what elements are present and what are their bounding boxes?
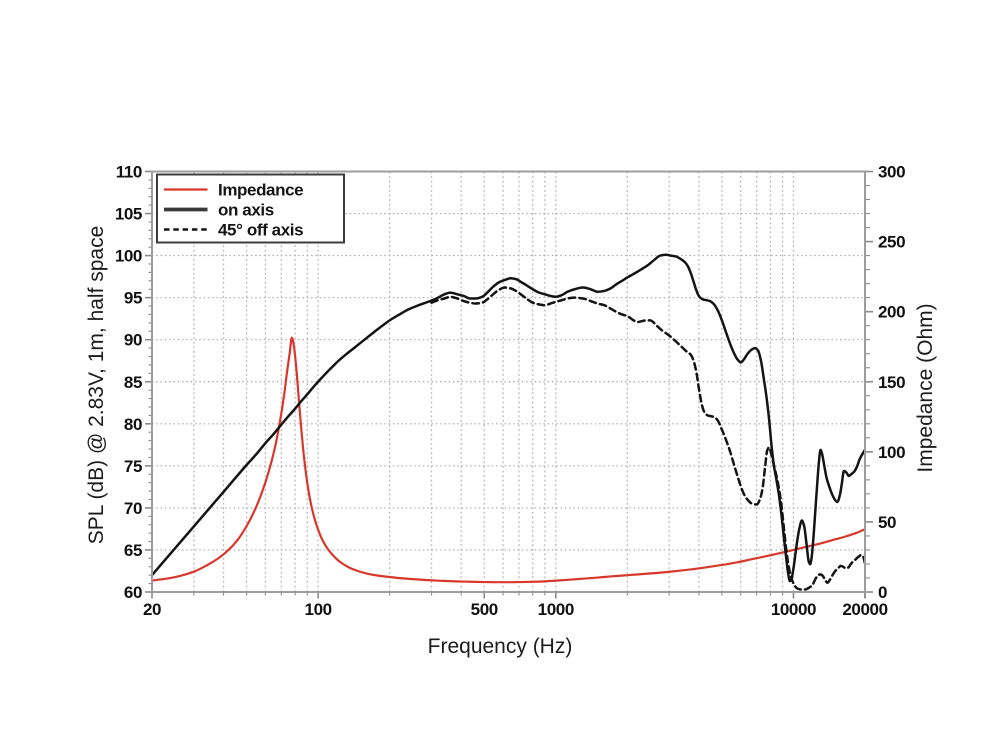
x-axis-tick-label: 20: [143, 600, 161, 619]
curve-impedance: [151, 336, 866, 584]
curve-off_axis: [430, 286, 866, 591]
right-axis-tick-label: 0: [878, 583, 887, 602]
x-axis-tick-label: 10000: [771, 600, 816, 619]
legend-label-impedance: Impedance: [218, 181, 303, 200]
x-axis-tick-label: 500: [471, 600, 498, 619]
left-axis-tick-label: 80: [124, 415, 142, 434]
left-axis-tick-label: 95: [124, 289, 142, 308]
left-axis-tick-label: 100: [115, 247, 142, 266]
left-axis-tick-label: 85: [124, 373, 142, 392]
right-axis-tick-label: 150: [878, 373, 905, 392]
left-axis-tick-label: 75: [124, 457, 142, 476]
axes: [145, 170, 873, 599]
right-axis-tick-label: 200: [878, 303, 905, 322]
x-axis-tick-label: 20000: [842, 600, 887, 619]
left-axis-tick-label: 90: [124, 331, 142, 350]
right-axis-tick-label: 300: [878, 163, 905, 182]
left-axis-tick-label: 70: [124, 499, 142, 518]
x-axis-title: Frequency (Hz): [427, 635, 573, 658]
left-axis-tick-label: 60: [124, 583, 142, 602]
legend-label-off_axis: 45° off axis: [218, 221, 303, 240]
x-axis-tick-label: 1000: [538, 600, 574, 619]
data-curves: [151, 253, 866, 591]
left-axis-tick-label: 105: [115, 205, 142, 224]
plot-frame: [151, 170, 866, 593]
left-axis-tick-label: 110: [116, 163, 142, 182]
x-axis-tick-label: 100: [305, 600, 332, 619]
right-axis-tick-label: 50: [878, 513, 896, 532]
left-axis-tick-label: 65: [124, 541, 142, 560]
tick-labels: 60 65 70 75 80 85 90 95 100 105 110 0 50 100 150 200 250…: [115, 163, 906, 620]
right-axis-tick-label: 250: [878, 233, 905, 252]
legend-label-on_axis: on axis: [218, 201, 274, 220]
left-y-axis-title: SPL (dB) @ 2.83V, 1m, half space: [85, 225, 108, 545]
right-axis-tick-label: 100: [878, 443, 905, 462]
right-y-axis-title: Impedance (Ohm): [914, 303, 937, 473]
curve-on_axis: [151, 253, 866, 583]
